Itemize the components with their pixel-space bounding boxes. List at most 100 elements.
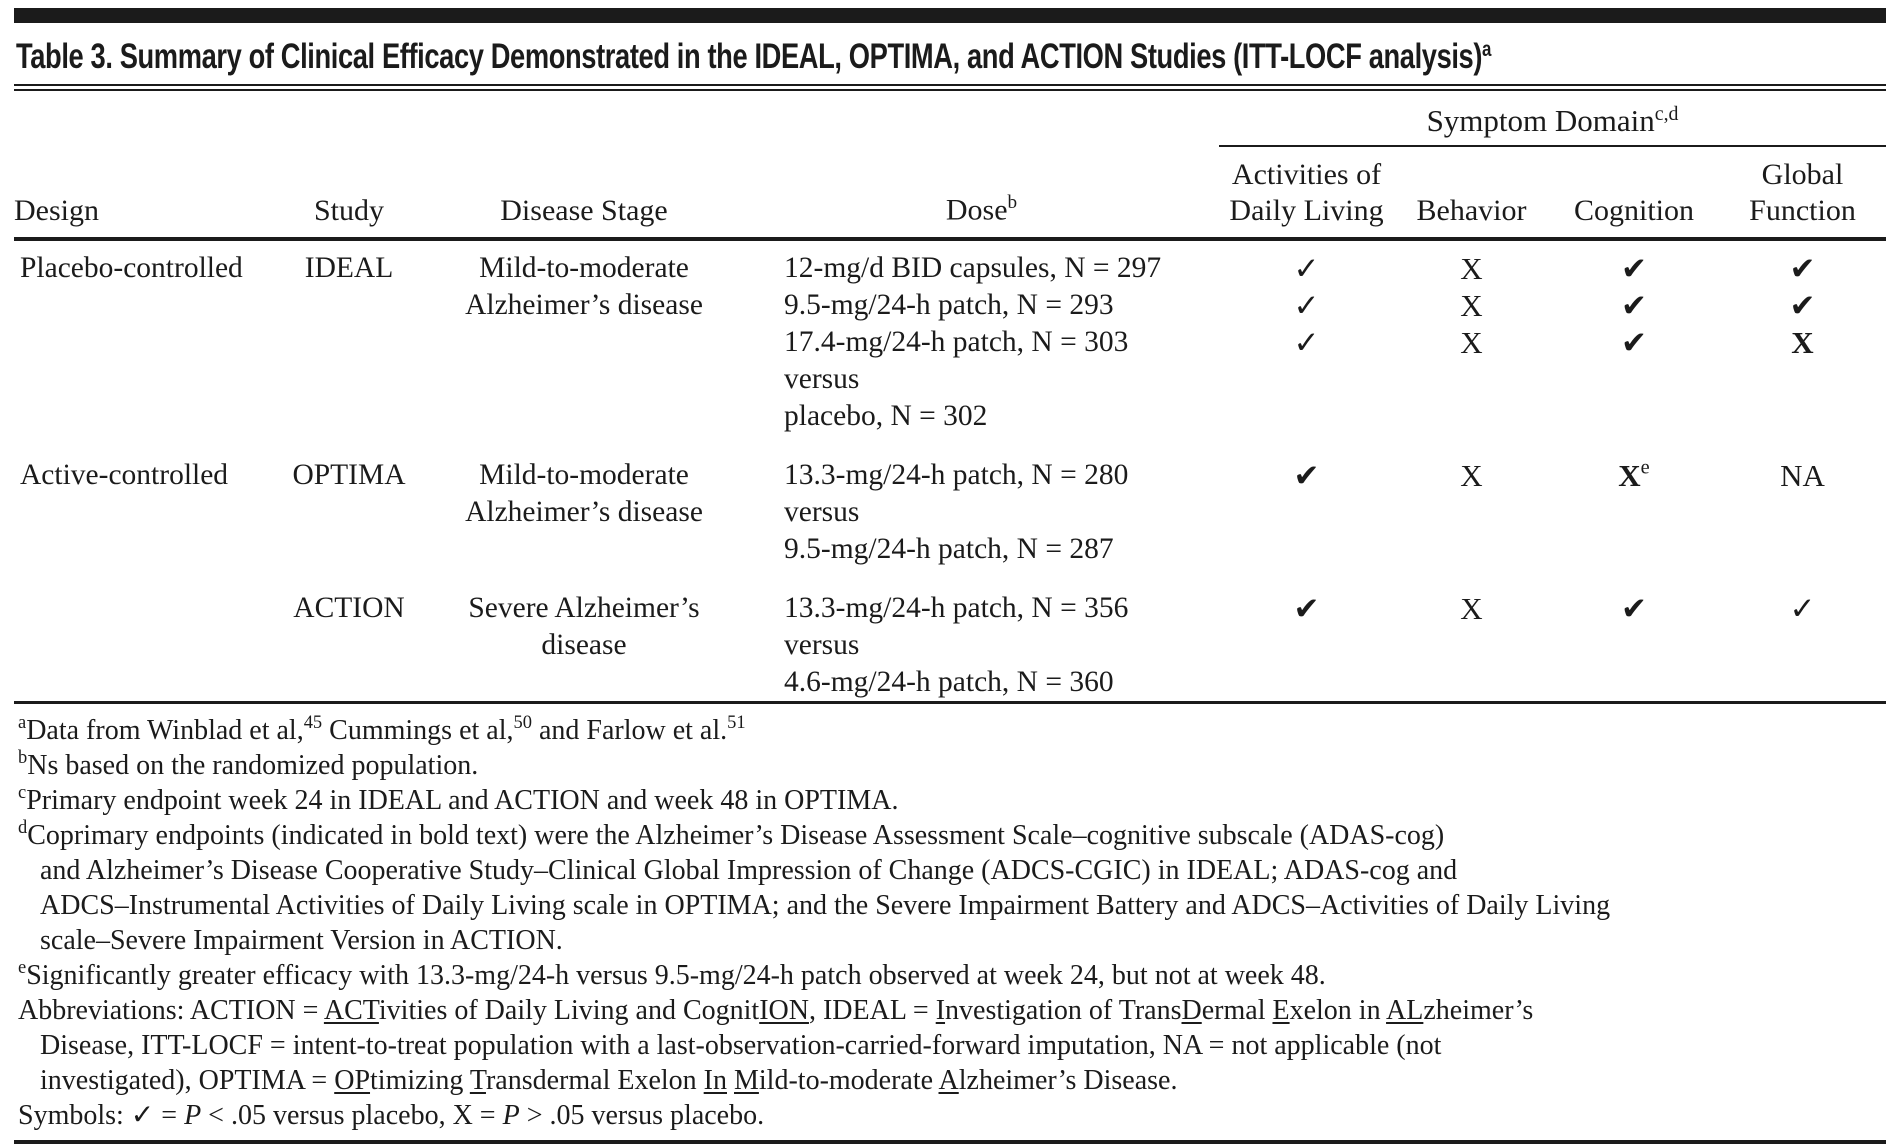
column-header-behavior: Behavior [1394,145,1549,241]
adl-label-line2: Daily Living [1229,193,1384,227]
dose-cell: versus [784,495,860,528]
dose-cell: versus [784,362,860,395]
check-symbol: ✓ [1293,250,1320,286]
adl-result-cell: ✓ [1219,324,1394,361]
cognition-result-cell [1549,361,1719,398]
stage-cell: Mild-to-moderate Alzheimer’s disease [465,458,703,528]
behavior-result-cell: X [1394,287,1549,324]
global-result-cell: ✓ [1719,568,1886,627]
na-label: NA [1780,457,1825,493]
check-symbol: ✓ [1293,324,1320,360]
stage-cell: Severe Alzheimer’s disease [468,591,700,661]
x-symbol: X [1791,324,1814,360]
dose-cell: placebo, N = 302 [784,399,988,432]
spanner-row: Symptom Domainc,d [14,92,1886,147]
behavior-result-cell [1394,361,1549,398]
column-header-disease-stage: Disease Stage [424,145,744,241]
global-result-cell: X [1719,324,1886,361]
footnote-line: bNs based on the randomized population. [18,746,479,781]
behavior-result-cell [1394,494,1549,531]
check-symbol: ✔ [1293,590,1320,626]
check-symbol: ✓ [1293,287,1320,323]
dose-footnote-marker: b [1007,192,1018,214]
column-header-design: Design [14,145,274,241]
table-row: 17.4-mg/24-h patch, N = 303 ✓ X ✔ X [14,324,1886,361]
dose-cell: 13.3-mg/24-h patch, N = 356 [784,591,1129,624]
title-rule [14,83,1886,91]
adl-result-cell: ✓ [1219,239,1394,287]
table-title-text: Table 3. Summary of Clinical Efficacy De… [16,36,1483,76]
table-row: Active-controlled OPTIMA Mild-to-moderate … [14,435,1886,527]
adl-result-cell: ✔ [1219,568,1394,627]
global-result-cell: ✔ [1719,287,1886,324]
dose-cell: 13.3-mg/24-h patch, N = 280 [784,458,1129,491]
spanner-spacer [14,93,1219,146]
footnote-line: ADCS–Instrumental Activities of Daily Li… [40,889,1611,921]
design-cell: Active-controlled [20,458,229,491]
check-symbol: ✔ [1789,250,1816,286]
footnote-line: dCoprimary endpoints (indicated in bold … [18,816,1445,851]
table-title-footnote-marker: a [1482,36,1492,61]
table-body: Placebo-controlled IDEAL Mild-to-moderate … [14,239,1886,703]
global-result-cell [1719,664,1886,703]
check-symbol: ✔ [1789,287,1816,323]
cognition-result-cell [1549,494,1719,531]
global-label-line1: Global [1761,157,1844,191]
footnote-line: aData from Winblad et al,45 Cummings et … [18,711,746,746]
global-result-cell [1719,627,1886,664]
adl-result-cell [1219,627,1394,664]
column-header-row: Design Study Disease Stage Doseb Activit… [14,145,1886,241]
stage-cell: Mild-to-moderate Alzheimer’s disease [465,251,703,321]
cognition-result-cell: ✔ [1549,568,1719,627]
behavior-result-cell [1394,664,1549,703]
cognition-result-cell [1549,627,1719,664]
table-row: placebo, N = 302 [14,398,1886,435]
footnotes: aData from Winblad et al,45 Cummings et … [18,713,1882,1133]
footnote-line: Abbreviations: ACTION = ACTivities of Da… [18,994,1534,1026]
design-cell: Placebo-controlled [20,251,243,284]
adl-result-cell [1219,664,1394,703]
adl-result-cell [1219,398,1394,435]
table-row: 9.5-mg/24-h patch, N = 287 [14,531,1886,568]
table-header: Symptom Domainc,d Design Study Disease S… [14,92,1886,241]
dose-cell: 4.6-mg/24-h patch, N = 360 [784,665,1114,698]
table-row: ACTION Severe Alzheimer’s disease 13.3-mg/… [14,568,1886,661]
adl-result-cell [1219,361,1394,398]
global-label-line2: Function [1749,193,1856,227]
behavior-result-cell: X [1394,324,1549,361]
footnote-line: Symbols: ✓ = P < .05 versus placebo, X =… [18,1099,765,1131]
study-cell: IDEAL [304,251,394,284]
check-symbol: ✔ [1621,324,1647,360]
check-symbol: ✔ [1621,287,1647,323]
cognition-result-cell: ✔ [1549,239,1719,287]
table-row: versus [14,627,1886,664]
footnote-line: investigated), OPTIMA = OPtimizing Trans… [40,1064,1178,1096]
x-symbol: X [1460,250,1483,286]
global-result-cell: NA [1719,435,1886,494]
behavior-result-cell: X [1394,435,1549,494]
footnote-line: eSignificantly greater efficacy with 13.… [18,956,1326,991]
x-symbol: X [1460,324,1483,360]
check-symbol: ✔ [1293,457,1320,493]
dose-cell: versus [784,628,860,661]
adl-label-line1: Activities of [1231,157,1382,191]
column-header-study: Study [274,145,424,241]
global-result-cell [1719,398,1886,435]
check-symbol: ✓ [1789,590,1816,626]
bottom-rule [14,1139,1886,1144]
adl-result-cell: ✓ [1219,287,1394,324]
global-result-cell [1719,531,1886,568]
column-header-global-function: Global Function [1719,145,1886,241]
table-row: 9.5-mg/24-h patch, N = 293 ✓ X ✔ ✔ [14,287,1886,324]
efficacy-table: Symptom Domainc,d Design Study Disease S… [14,92,1886,704]
study-cell: OPTIMA [292,458,406,491]
symptom-domain-footnote-marker: c,d [1654,103,1679,126]
column-header-dose: Doseb [744,145,1219,241]
x-symbol: X [1618,457,1641,493]
global-result-cell [1719,494,1886,531]
dose-cell: 17.4-mg/24-h patch, N = 303 [784,325,1129,358]
cognition-result-cell [1549,398,1719,435]
behavior-result-cell [1394,398,1549,435]
adl-result-cell [1219,531,1394,568]
